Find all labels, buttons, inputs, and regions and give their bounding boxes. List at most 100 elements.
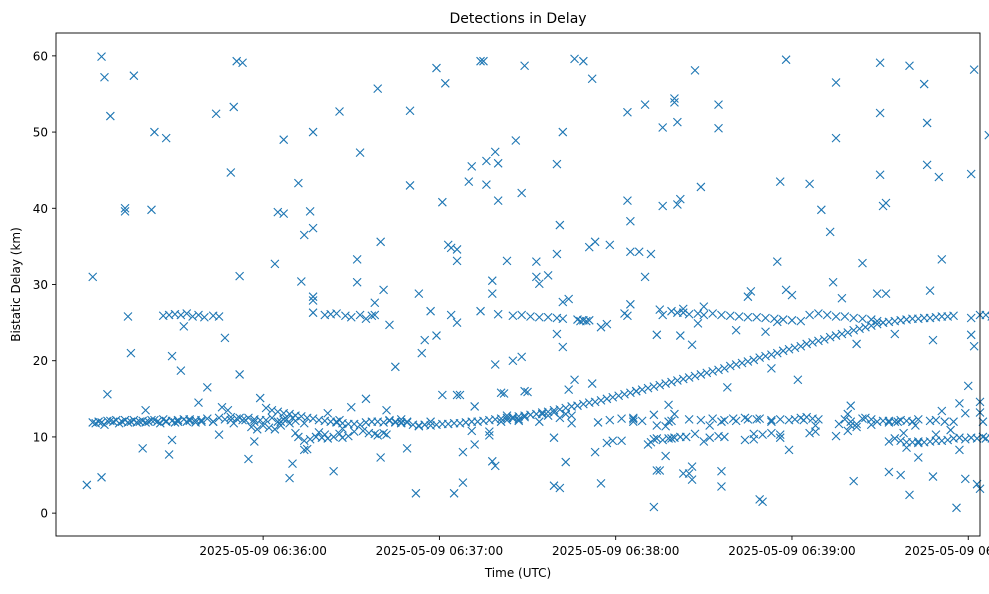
data-point: [449, 488, 459, 498]
data-point: [543, 411, 553, 420]
data-point: [214, 430, 224, 440]
data-point: [834, 419, 844, 429]
data-point: [302, 444, 312, 454]
data-point: [476, 306, 485, 316]
data-point: [714, 123, 723, 133]
data-point: [285, 418, 294, 428]
data-point: [623, 311, 632, 321]
data-point: [664, 417, 673, 427]
data-point: [640, 272, 650, 282]
data-point: [808, 338, 817, 347]
data-point: [561, 409, 571, 419]
data-point: [335, 429, 344, 439]
data-point: [349, 427, 359, 436]
data-point: [402, 443, 412, 453]
data-point: [652, 421, 662, 430]
data-point: [161, 416, 171, 426]
data-point: [249, 437, 259, 446]
data-point: [667, 377, 676, 387]
data-point: [705, 421, 715, 430]
data-point: [625, 247, 635, 257]
data-point: [969, 65, 979, 74]
data-point: [731, 325, 741, 335]
data-point: [226, 412, 236, 422]
data-point: [523, 387, 532, 397]
data-point: [520, 61, 529, 71]
data-point: [722, 382, 732, 392]
y-tick-label: 20: [33, 354, 48, 368]
data-point: [534, 279, 544, 289]
data-point: [279, 135, 289, 145]
data-point: [255, 393, 265, 403]
data-point: [558, 127, 568, 137]
data-point: [223, 405, 233, 415]
data-point: [379, 418, 388, 427]
data-point: [805, 428, 814, 438]
data-point: [479, 56, 488, 66]
data-point: [323, 408, 333, 418]
data-point: [605, 415, 615, 425]
data-point: [305, 206, 315, 216]
data-point: [884, 416, 894, 426]
data-point: [487, 456, 497, 466]
data-point: [658, 435, 668, 445]
data-point: [634, 247, 644, 257]
data-point: [843, 426, 853, 436]
data-point: [176, 310, 186, 320]
data-point: [966, 313, 976, 323]
x-tick-label: 2025-05-09 06:39:00: [728, 544, 855, 558]
data-point: [775, 177, 785, 187]
data-point: [396, 415, 406, 424]
data-point: [781, 55, 791, 65]
data-point: [837, 329, 847, 339]
data-point: [552, 159, 562, 169]
data-point: [452, 390, 462, 400]
data-point: [226, 415, 236, 425]
data-point: [593, 418, 603, 427]
data-point: [690, 65, 700, 75]
data-point: [596, 395, 606, 405]
data-point: [899, 428, 909, 438]
data-point: [937, 406, 947, 416]
data-point: [288, 413, 297, 423]
data-point: [511, 136, 521, 145]
data-point: [884, 437, 894, 446]
data-point: [382, 405, 391, 415]
data-point: [129, 71, 139, 81]
data-point: [643, 383, 653, 393]
data-point: [825, 332, 835, 342]
data-point: [182, 309, 192, 318]
data-point: [120, 203, 130, 213]
data-point: [684, 415, 694, 424]
data-point: [890, 434, 900, 443]
data-point: [658, 201, 668, 211]
data-point: [82, 480, 92, 490]
data-point: [875, 170, 885, 180]
data-point: [452, 256, 462, 266]
data-point: [620, 389, 629, 399]
data-point: [549, 433, 559, 443]
data-point: [158, 415, 168, 424]
data-point: [570, 54, 579, 64]
data-point: [293, 432, 303, 442]
data-point: [220, 333, 230, 343]
data-point: [305, 434, 315, 444]
data-point: [831, 78, 841, 87]
data-point: [608, 436, 618, 446]
data-point: [960, 408, 970, 418]
data-point: [831, 431, 841, 441]
data-point: [749, 355, 759, 365]
data-point: [499, 389, 509, 398]
data-point: [672, 117, 682, 127]
data-point: [846, 401, 856, 411]
data-point: [687, 340, 697, 350]
data-point: [699, 437, 709, 446]
data-point: [799, 415, 809, 425]
data-point: [291, 428, 300, 438]
data-point: [332, 309, 341, 318]
data-point: [940, 417, 950, 427]
data-point: [561, 457, 571, 467]
data-point: [896, 436, 906, 446]
data-point: [628, 417, 638, 427]
data-point: [241, 415, 250, 425]
